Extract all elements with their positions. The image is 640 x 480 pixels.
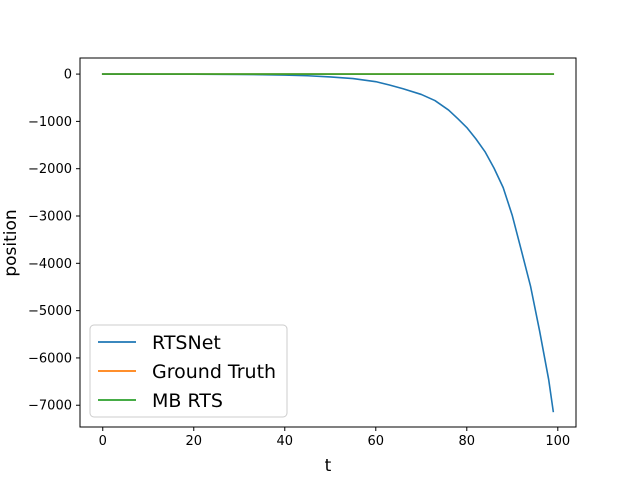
legend-box [89, 324, 288, 418]
legend: RTSNet Ground Truth MB RTS [89, 324, 288, 418]
y-tick-label: −1000 [28, 115, 72, 130]
plot-frame [79, 57, 577, 428]
legend-label: RTSNet [152, 332, 221, 354]
y-axis: 0 −1000 −2000 −3000 −4000 −5000 −6000 −7000 [28, 68, 80, 414]
y-tick-label: −3000 [28, 210, 72, 225]
y-tick-label: −5000 [28, 304, 72, 319]
y-tick-label: −4000 [28, 257, 72, 272]
y-tick-label: −6000 [28, 351, 72, 366]
x-tick-label: 100 [545, 434, 570, 449]
legend-label: MB RTS [152, 390, 223, 412]
y-axis-label: position [1, 209, 21, 276]
y-tick-label: −7000 [28, 399, 72, 414]
legend-label: Ground Truth [152, 361, 276, 383]
x-axis: 0 20 40 60 80 100 [99, 427, 570, 449]
x-tick-label: 60 [368, 434, 385, 449]
x-tick-label: 80 [459, 434, 476, 449]
x-axis-label: t [325, 456, 332, 476]
y-tick-label: 0 [64, 68, 72, 83]
plot-lines [101, 73, 555, 413]
x-tick-label: 0 [99, 434, 107, 449]
x-tick-label: 20 [185, 434, 202, 449]
y-tick-label: −2000 [28, 162, 72, 177]
x-tick-label: 40 [276, 434, 293, 449]
